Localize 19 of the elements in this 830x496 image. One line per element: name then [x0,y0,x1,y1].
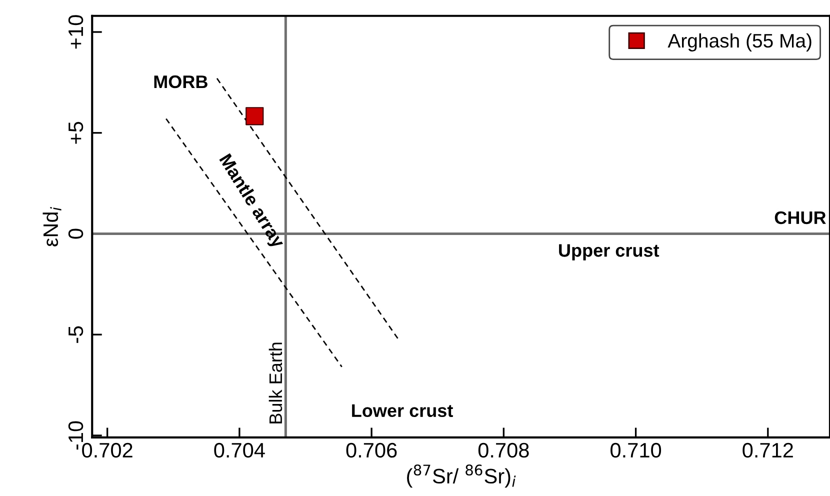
y-axis-title: εNd$_{i}$ [42,206,62,246]
x-tick-label: 0.708 [478,442,529,458]
x-tick-label: 0.704 [214,442,265,458]
y-tick-label: +10 [68,15,84,49]
y-tick-label: 0 [68,228,84,239]
x-tick-label: 0.702 [82,442,132,458]
x-axis-title: ($^{87}$Sr/ $^{86}$Sr)$_{i}$ [407,464,516,488]
x-tick-label: 0.710 [610,442,662,458]
legend-label: Arghash (55 Ma) [668,33,812,52]
y-tick-label: -5 [68,326,84,343]
y-tick-label: -10 [68,421,84,450]
annotation: MORB [154,75,208,88]
x-tick-label: 0.712 [742,442,793,458]
y-tick-label: +5 [68,122,84,144]
annotation: Upper crust [559,244,660,260]
ref-line-label: CHUR [774,211,826,224]
ref-line-label: Bulk Earth [268,342,282,424]
x-tick-label: 0.706 [346,442,397,458]
annotation: Lower crust [352,404,453,418]
